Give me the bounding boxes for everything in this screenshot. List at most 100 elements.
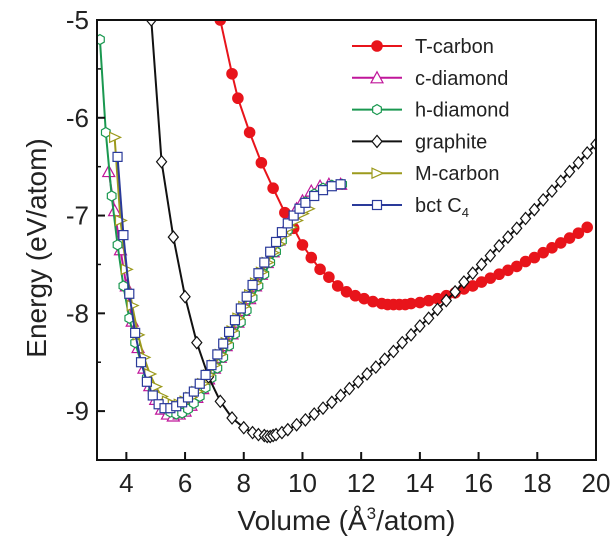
data-point xyxy=(414,319,426,333)
data-point xyxy=(223,326,235,338)
data-point xyxy=(106,190,117,202)
data-point xyxy=(237,420,250,435)
data-point xyxy=(112,151,123,162)
legend-item: c-diamond xyxy=(352,68,508,90)
data-point xyxy=(563,164,576,179)
data-point xyxy=(214,20,227,26)
series-graphite xyxy=(145,20,596,444)
x-tick-label: 12 xyxy=(347,468,376,498)
data-point xyxy=(232,92,244,105)
legend-item: graphite xyxy=(352,131,487,153)
data-point xyxy=(581,146,593,160)
legend-marker xyxy=(371,134,383,149)
data-point xyxy=(226,411,238,425)
data-point xyxy=(326,181,337,192)
data-point xyxy=(323,271,335,283)
legend-item: bct C4 xyxy=(352,195,469,220)
data-point xyxy=(288,210,299,221)
data-point xyxy=(145,20,158,27)
legend-item: h-diamond xyxy=(352,100,510,122)
data-point xyxy=(458,275,470,289)
y-tick-label: -5 xyxy=(66,5,89,35)
x-axis-title-prefix: Volume (Å xyxy=(238,505,367,536)
data-point xyxy=(528,202,541,217)
data-point xyxy=(191,335,203,350)
legend-marker xyxy=(372,103,382,116)
data-point xyxy=(352,374,365,389)
data-point xyxy=(226,67,238,80)
data-point xyxy=(243,126,256,139)
data-point xyxy=(510,260,523,273)
legend-marker xyxy=(369,70,385,84)
data-point xyxy=(519,211,532,226)
data-point xyxy=(300,197,311,208)
data-point xyxy=(212,349,223,360)
x-tick-label: 8 xyxy=(237,468,251,498)
legend-marker xyxy=(371,167,385,180)
x-tick-label: 16 xyxy=(464,468,493,498)
data-point xyxy=(114,214,128,227)
y-tick-label: -9 xyxy=(66,396,89,426)
data-point xyxy=(554,174,567,189)
data-point xyxy=(118,230,129,241)
data-point xyxy=(537,246,549,259)
x-tick-label: 6 xyxy=(178,468,192,498)
data-point xyxy=(194,378,205,389)
data-point xyxy=(493,238,505,253)
data-point xyxy=(182,392,194,403)
data-point xyxy=(361,367,373,381)
data-point xyxy=(326,395,338,410)
legend-label-sub: 4 xyxy=(462,205,469,220)
data-point xyxy=(305,251,318,264)
y-axis-title: Energy (eV/atom) xyxy=(21,138,52,357)
data-point xyxy=(378,352,391,367)
y-tick-label: -7 xyxy=(66,201,89,231)
legend-marker xyxy=(371,199,383,211)
data-point xyxy=(314,263,326,276)
data-point xyxy=(214,394,227,409)
data-point xyxy=(563,232,576,244)
data-point xyxy=(572,155,585,170)
data-point xyxy=(130,327,141,338)
data-point xyxy=(484,248,497,263)
data-point xyxy=(537,192,549,207)
data-point xyxy=(466,266,479,281)
data-point xyxy=(100,126,111,139)
x-axis-title: Volume (Å3/atom) xyxy=(238,504,456,536)
data-point xyxy=(308,407,320,421)
data-point xyxy=(422,311,435,326)
data-point xyxy=(267,182,279,194)
data-point xyxy=(317,185,329,196)
x-tick-label: 20 xyxy=(582,468,611,498)
y-tick-label: -8 xyxy=(66,298,89,328)
legend-item: T-carbon xyxy=(352,36,494,58)
legend-label: c-diamond xyxy=(415,68,508,90)
data-point xyxy=(155,154,168,169)
data-point xyxy=(141,376,152,387)
plot-area xyxy=(97,20,596,444)
data-point xyxy=(241,291,252,302)
data-point xyxy=(299,412,312,427)
legend-marker xyxy=(371,40,383,52)
data-point xyxy=(546,184,558,199)
data-point xyxy=(235,303,246,314)
data-point xyxy=(229,315,241,326)
data-point xyxy=(265,246,276,257)
data-point xyxy=(510,221,523,236)
data-point xyxy=(206,360,217,371)
data-point xyxy=(396,335,409,350)
data-point xyxy=(528,251,541,264)
legend-item: M-carbon xyxy=(352,163,499,185)
data-point xyxy=(405,327,417,342)
x-axis-title-sup: 3 xyxy=(367,504,376,523)
data-point xyxy=(294,203,305,214)
legend-label: h-diamond xyxy=(415,100,510,122)
data-point xyxy=(554,237,567,249)
data-point xyxy=(124,288,135,299)
data-point xyxy=(581,221,593,234)
data-point xyxy=(590,137,596,152)
data-point xyxy=(290,417,303,432)
data-point xyxy=(334,388,347,403)
data-point xyxy=(431,302,444,317)
x-tick-label: 4 xyxy=(119,468,133,498)
